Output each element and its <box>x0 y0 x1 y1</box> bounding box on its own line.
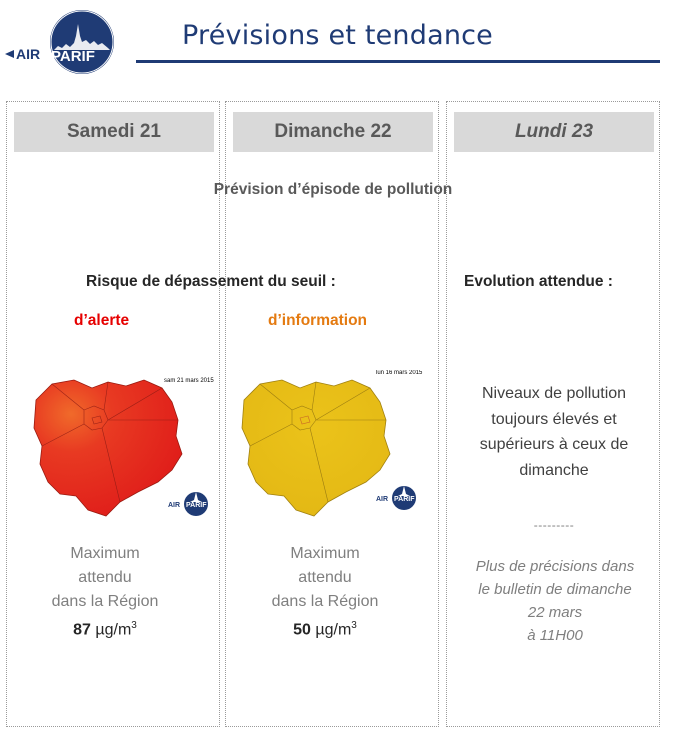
risk-heading: Risque de dépassement du seuil : <box>86 273 336 290</box>
svg-text:PARIF: PARIF <box>186 502 207 509</box>
maximum-line: attendu <box>78 569 132 586</box>
maximum-line: attendu <box>298 569 352 586</box>
note-line: à 11H00 <box>527 627 583 644</box>
more-info-note: Plus de précisions dans le bulletin de d… <box>452 555 658 647</box>
svg-text:lun 16 mars 2015: lun 16 mars 2015 <box>376 370 423 376</box>
evolution-description: Niveaux de pollution toujours élevés et … <box>454 381 654 483</box>
svg-text:AIR: AIR <box>376 496 388 503</box>
day-panel-monday <box>446 101 660 727</box>
svg-text:AIR: AIR <box>16 46 40 62</box>
pollution-map-saturday: sam 21 mars 2015 AIR PARIF <box>22 370 218 520</box>
episode-heading: Prévision d’épisode de pollution <box>213 181 453 198</box>
title-underline <box>136 60 660 63</box>
maximum-line: Maximum <box>70 545 140 562</box>
evolution-heading: Evolution attendue : <box>464 273 613 290</box>
pollution-map-sunday: lun 16 mars 2015 AIR PARIF <box>234 370 430 520</box>
maximum-line: Maximum <box>290 545 360 562</box>
maximum-sunday: Maximum attendu dans la Région 50 µg/m3 <box>230 542 420 642</box>
evolution-line: toujours élevés et <box>491 410 617 428</box>
day-header-monday: Lundi 23 <box>454 112 654 152</box>
maximum-line: dans la Région <box>271 593 379 610</box>
maximum-value: 87 µg/m3 <box>73 620 137 639</box>
evolution-line: dimanche <box>519 461 589 479</box>
note-line: le bulletin de dimanche <box>478 581 632 598</box>
note-line: Plus de précisions dans <box>475 558 635 575</box>
maximum-saturday: Maximum attendu dans la Région 87 µg/m3 <box>10 542 200 642</box>
page-title: Prévisions et tendance <box>182 20 493 51</box>
maximum-line: dans la Région <box>51 593 159 610</box>
svg-text:PARIF: PARIF <box>394 496 415 503</box>
svg-text:PARIF: PARIF <box>51 48 95 65</box>
svg-text:AIR: AIR <box>168 502 180 509</box>
separator: --------- <box>533 518 575 532</box>
day-panel-saturday <box>6 101 220 727</box>
alert-level-label: d’alerte <box>74 312 130 329</box>
maximum-value: 50 µg/m3 <box>293 620 357 639</box>
day-header-sunday: Dimanche 22 <box>233 112 433 152</box>
evolution-line: Niveaux de pollution <box>481 385 627 402</box>
information-level-label: d’information <box>268 312 368 329</box>
day-header-saturday: Samedi 21 <box>14 112 214 152</box>
evolution-line: supérieurs à ceux de <box>479 436 629 453</box>
note-line: 22 mars <box>527 604 583 621</box>
svg-text:sam 21 mars 2015: sam 21 mars 2015 <box>164 378 214 384</box>
airparif-logo: AIR PARIF <box>4 6 120 76</box>
day-panel-sunday <box>225 101 439 727</box>
